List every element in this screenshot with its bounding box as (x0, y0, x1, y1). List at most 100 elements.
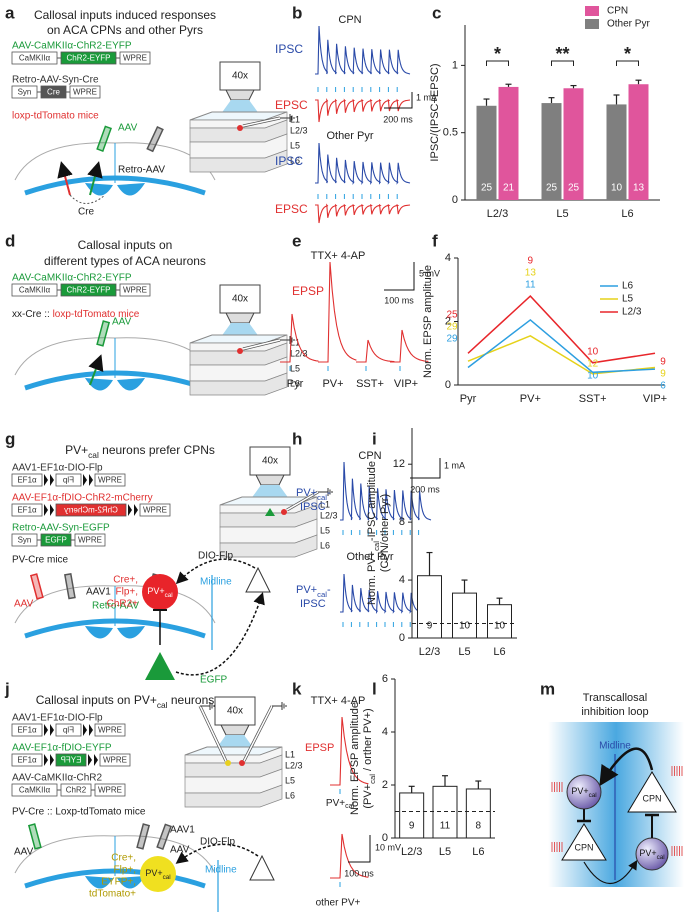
psp-trace (330, 833, 369, 879)
legend-swatch (585, 19, 599, 29)
objective-label: 40x (232, 294, 248, 305)
syringe (29, 573, 44, 600)
n-label: 29 (446, 334, 458, 345)
layer-label: L6 (285, 790, 295, 800)
panel-letter: f (432, 231, 438, 250)
label-part: cal (163, 874, 171, 881)
label-part: cal (165, 592, 173, 599)
n-label: 25 (546, 183, 558, 194)
label: Cre+, (113, 575, 138, 586)
label: other PV+ (316, 898, 361, 909)
pipette-inner (286, 491, 319, 511)
bar (417, 575, 442, 639)
x-tick-label: L5 (458, 646, 470, 658)
objective-tip (220, 724, 250, 736)
label-part: - (327, 584, 331, 596)
label: PV-Cre :: Loxp-tdTomato mice (12, 807, 146, 818)
label: Midline (200, 577, 232, 588)
construct-part-label: Flp (62, 726, 74, 735)
y-axis-label: IPSC/(IPSC+EPSC) (429, 63, 441, 161)
label: PV+cal (639, 848, 664, 861)
label-part: Callosal inputs on (36, 693, 134, 707)
construct-part-label: WPRE (73, 88, 97, 97)
construct-part-label: Cre (47, 88, 60, 97)
bar (541, 103, 562, 200)
y-tick-label: 0 (445, 379, 451, 391)
construct-name: Retro-AAV-Syn-EGFP (12, 523, 110, 534)
n-label: 9 (409, 821, 415, 832)
construct-part-label: ChR2 (66, 786, 87, 795)
legend-label: Other Pyr (607, 19, 650, 30)
bar (476, 105, 497, 200)
significance-bracket (616, 60, 639, 66)
n-label: 25 (446, 310, 458, 321)
label-part: neurons prefer CPNs (99, 443, 215, 457)
panel-letter: c (432, 3, 441, 22)
x-tick-label: VIP+ (643, 393, 667, 405)
construct-part-label: EF1α (17, 476, 37, 485)
pv-cell (140, 856, 176, 892)
n-label: 21 (503, 183, 515, 194)
label: DIO-Flp (200, 837, 235, 848)
panel-letter: d (5, 231, 15, 250)
lox-site (83, 474, 93, 486)
syringe (96, 125, 112, 152)
legend-label: CPN (607, 6, 628, 17)
construct-part-label: Syn (18, 536, 32, 545)
construct-part-label: Syn (18, 88, 32, 97)
cpn-cell (627, 771, 677, 813)
pyr-cell (245, 566, 271, 593)
scale-bar (384, 92, 413, 109)
panel-title: PV+cal neurons prefer CPNs (65, 443, 215, 460)
label-part: neurons (168, 693, 215, 707)
panel-letter: k (292, 679, 302, 698)
y-tick-label: 2 (445, 315, 451, 327)
mice-line: xx-Cre :: loxp-tdTomato mice (12, 309, 140, 320)
construct-part-label: ChR2-EYFP (66, 54, 110, 63)
ventricle (85, 378, 113, 391)
label-part: xx-Cre :: (12, 309, 53, 320)
label: EGFP (200, 675, 228, 686)
ventricle (117, 876, 145, 889)
pv-cell (142, 574, 178, 610)
y-tick-label: 0.5 (443, 127, 458, 139)
ventricle (85, 183, 113, 196)
trace (315, 203, 411, 224)
trace (315, 25, 411, 75)
y-tick-label: 2 (382, 779, 388, 791)
label-part: PV+ (147, 586, 164, 596)
label-part: cal (589, 792, 597, 799)
cell (225, 760, 231, 766)
y-axis-label: Norm. EPSP amplitude (349, 702, 361, 815)
excitation-arrow (599, 747, 654, 787)
y-tick-label: 0 (382, 832, 388, 844)
trace (315, 97, 411, 123)
n-label: 9 (528, 256, 534, 267)
layer-label: L6 (320, 540, 330, 550)
dio-arrow (175, 843, 259, 864)
label: EYFP+, (101, 877, 136, 888)
layer-label: L2/3 (320, 510, 338, 520)
lox-site (128, 504, 138, 516)
panel-title: Callosal inputs on (78, 238, 173, 252)
bar (487, 604, 512, 639)
label-part: cal (657, 854, 665, 861)
egfp-arrow (175, 592, 265, 676)
bar (606, 104, 627, 200)
construct-part (11, 473, 43, 487)
construct-name: AAV-CaMKIIα-ChR2-EYFP (12, 41, 132, 52)
construct-part-label: ChR2-EYFP (66, 286, 110, 295)
label-part: cal (317, 590, 327, 599)
label: PV+cal (145, 868, 170, 881)
construct-part (94, 723, 126, 737)
label: AAV (118, 123, 138, 134)
construct-part (139, 503, 171, 517)
construct-name: AAV-EF1α-fDIO-ChR2-mCherry (12, 493, 153, 504)
label: Transcallosal (583, 692, 647, 704)
label: Retro-AAV (92, 601, 139, 612)
bar (465, 788, 491, 839)
layer-label: L5 (290, 363, 300, 373)
label: PV+cal (326, 798, 355, 811)
psp-trace (318, 261, 357, 363)
